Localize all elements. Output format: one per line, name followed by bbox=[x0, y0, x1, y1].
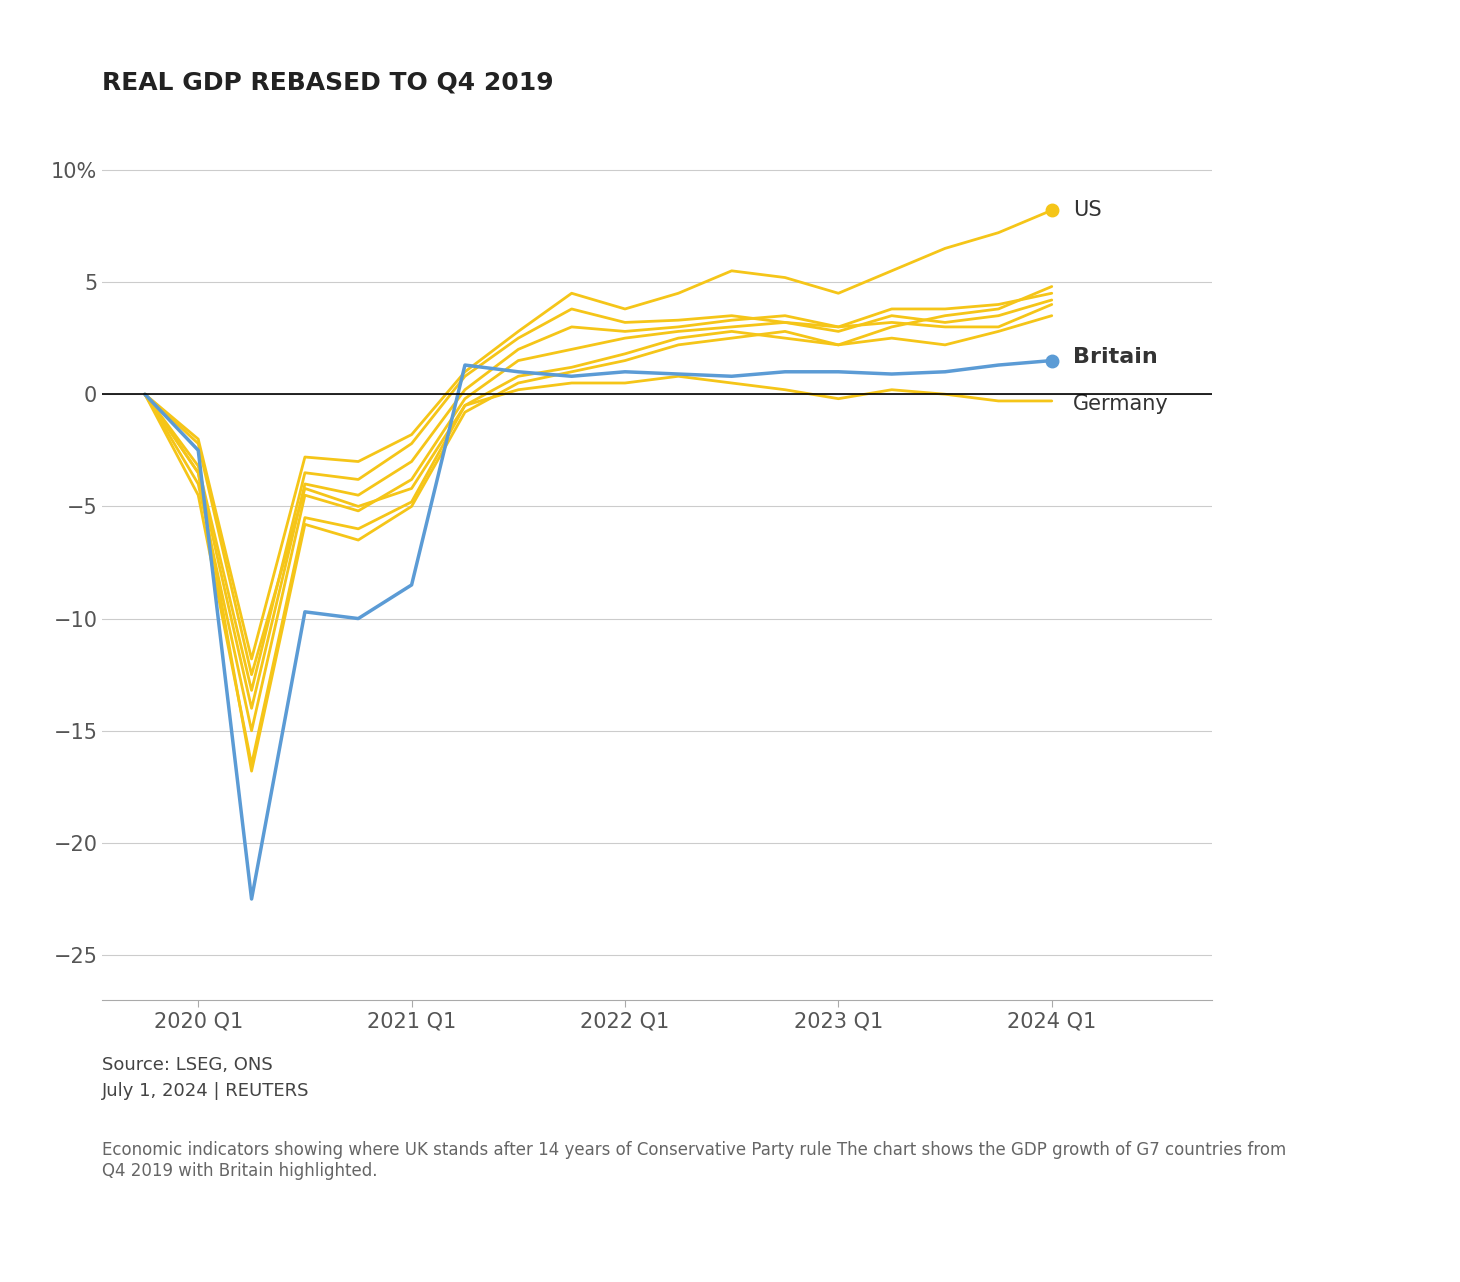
Text: Economic indicators showing where UK stands after 14 years of Conservative Party: Economic indicators showing where UK sta… bbox=[102, 1141, 1286, 1179]
Text: Germany: Germany bbox=[1073, 395, 1169, 414]
Text: July 1, 2024 | REUTERS: July 1, 2024 | REUTERS bbox=[102, 1082, 310, 1100]
Text: Britain: Britain bbox=[1073, 347, 1158, 367]
Text: REAL GDP REBASED TO Q4 2019: REAL GDP REBASED TO Q4 2019 bbox=[102, 71, 553, 95]
Text: Source: LSEG, ONS: Source: LSEG, ONS bbox=[102, 1056, 273, 1074]
Text: US: US bbox=[1073, 200, 1102, 221]
